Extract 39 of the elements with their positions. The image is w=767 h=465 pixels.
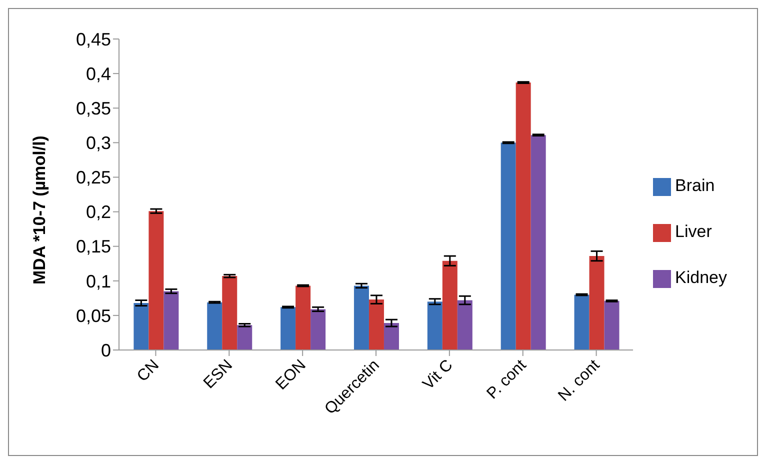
y-tick-label: 0,2 bbox=[86, 202, 111, 222]
bar bbox=[516, 82, 531, 350]
bar bbox=[222, 276, 238, 350]
bar bbox=[296, 286, 311, 350]
bar bbox=[530, 135, 546, 350]
y-tick-label: 0 bbox=[100, 340, 111, 360]
y-tick-label: 0,4 bbox=[86, 64, 111, 84]
legend-label: Kidney bbox=[675, 268, 727, 287]
bar bbox=[310, 309, 326, 350]
y-tick-label: 0,25 bbox=[76, 168, 111, 188]
y-tick-label: 0,1 bbox=[86, 271, 111, 292]
x-tick-label: Vit C bbox=[420, 356, 456, 394]
bar bbox=[384, 323, 399, 350]
bar bbox=[280, 307, 296, 350]
bar bbox=[148, 211, 164, 350]
bar bbox=[457, 300, 472, 350]
y-axis-title: MDA *10-7 (µmol/l) bbox=[30, 136, 50, 284]
bar bbox=[134, 303, 149, 350]
legend-label: Liver bbox=[675, 222, 712, 241]
y-tick-label: 0,3 bbox=[86, 133, 111, 154]
bar bbox=[500, 142, 516, 350]
y-tick-label: 0,05 bbox=[76, 306, 111, 326]
y-tick-label: 0,45 bbox=[76, 29, 111, 50]
y-tick-label: 0,35 bbox=[76, 98, 111, 118]
bar bbox=[368, 300, 384, 350]
x-tick-label: N. cont bbox=[555, 356, 604, 405]
y-tick-label: 0,15 bbox=[76, 236, 111, 257]
bar bbox=[207, 302, 222, 350]
x-tick-label: P. cont bbox=[484, 356, 530, 403]
bar bbox=[442, 260, 458, 350]
bar bbox=[427, 302, 442, 350]
bar bbox=[354, 286, 369, 350]
bar bbox=[604, 300, 620, 350]
bar bbox=[589, 256, 604, 350]
bar bbox=[237, 325, 252, 350]
legend-label: Brain bbox=[675, 176, 715, 195]
x-tick-label: CN bbox=[134, 356, 163, 386]
bar bbox=[574, 294, 590, 350]
bar bbox=[164, 291, 179, 350]
